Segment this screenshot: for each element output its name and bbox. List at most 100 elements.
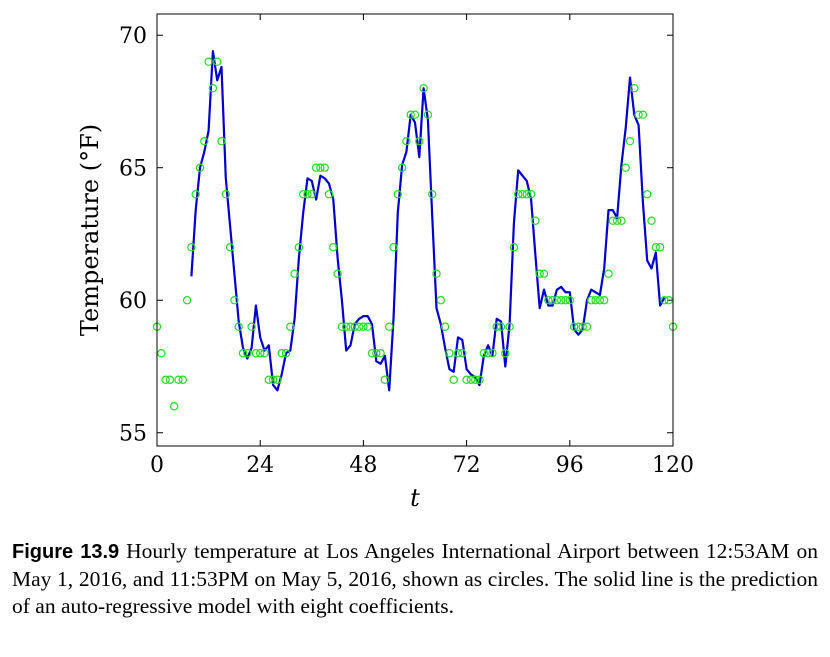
temperature-point bbox=[251, 349, 261, 358]
temperature-chart: 0 24 48 72 96 120 55 60 65 70 t Temperature (°F) bbox=[76, 13, 694, 512]
temperature-point bbox=[600, 296, 609, 305]
temperature-point bbox=[565, 296, 575, 305]
y-tick-label: 70 bbox=[119, 24, 147, 49]
temperature-point bbox=[256, 349, 265, 358]
y-axis-label: Temperature (°F) bbox=[76, 124, 104, 336]
series-line bbox=[190, 50, 666, 392]
temperature-point bbox=[389, 243, 398, 252]
temperature-point bbox=[638, 110, 648, 119]
x-tick-label: 24 bbox=[246, 453, 274, 478]
temperature-point bbox=[595, 296, 605, 305]
temperature-point bbox=[350, 322, 359, 331]
temperature-point bbox=[337, 322, 347, 331]
temperature-point bbox=[372, 349, 381, 358]
temperature-point bbox=[281, 349, 291, 358]
temperature-point bbox=[380, 375, 390, 384]
temperature-point bbox=[574, 322, 583, 331]
temperature-point bbox=[402, 137, 411, 146]
temperature-point bbox=[587, 296, 596, 305]
temperature-point bbox=[260, 349, 269, 358]
x-axis-label: t bbox=[410, 484, 420, 512]
temperature-point bbox=[195, 163, 205, 172]
temperature-point bbox=[294, 243, 304, 252]
x-tick-label: 120 bbox=[652, 453, 694, 478]
temperature-point bbox=[329, 243, 338, 252]
temperature-point bbox=[238, 349, 248, 358]
temperature-point bbox=[505, 322, 514, 331]
temperature-point bbox=[578, 322, 587, 331]
temperature-point bbox=[492, 322, 501, 331]
temperature-point bbox=[299, 190, 308, 199]
temperature-point bbox=[225, 243, 235, 252]
figure-label: Figure 13.9 bbox=[12, 541, 120, 563]
temperature-point bbox=[449, 375, 458, 384]
x-ticks: 0 24 48 72 96 120 bbox=[150, 14, 694, 478]
temperature-point bbox=[488, 349, 497, 358]
temperature-point bbox=[544, 296, 553, 305]
temperature-point bbox=[582, 322, 592, 331]
temperature-point bbox=[526, 190, 536, 199]
temperature-point bbox=[518, 190, 527, 199]
temperature-point bbox=[591, 296, 600, 305]
temperature-point bbox=[531, 216, 540, 225]
temperature-point bbox=[643, 190, 652, 199]
temperature-point bbox=[415, 137, 424, 146]
temperature-point bbox=[169, 402, 179, 411]
temperature-point bbox=[660, 296, 669, 305]
temperature-point bbox=[230, 296, 239, 305]
temperature-point bbox=[471, 375, 480, 384]
temperature-point bbox=[621, 163, 630, 172]
temperature-point bbox=[290, 269, 299, 278]
temperature-point bbox=[557, 296, 566, 305]
temperature-point bbox=[432, 269, 441, 278]
temperature-point bbox=[165, 375, 175, 384]
temperature-point bbox=[428, 190, 437, 199]
temperature-point bbox=[204, 57, 213, 66]
temperature-point bbox=[397, 163, 407, 172]
temperature-point bbox=[453, 349, 463, 358]
temperature-point bbox=[514, 190, 523, 199]
temperature-point bbox=[612, 216, 622, 225]
temperature-point bbox=[630, 84, 639, 93]
plot-frame bbox=[156, 13, 674, 447]
temperature-point bbox=[604, 269, 613, 278]
temperature-point bbox=[647, 216, 656, 225]
temperature-point bbox=[324, 190, 334, 199]
temperature-point bbox=[419, 84, 428, 93]
temperature-point bbox=[217, 137, 226, 146]
temperature-point bbox=[385, 322, 394, 331]
temperature-point bbox=[445, 349, 454, 358]
temperature-point bbox=[234, 322, 243, 331]
y-tick-label: 65 bbox=[119, 157, 147, 182]
temperature-point bbox=[548, 296, 557, 305]
temperature-point bbox=[496, 322, 506, 331]
temperature-point bbox=[212, 57, 222, 66]
temperature-point bbox=[539, 269, 549, 278]
temperature-point bbox=[376, 349, 385, 358]
temperature-point bbox=[268, 375, 278, 384]
temperature-point bbox=[303, 190, 312, 199]
temperature-point bbox=[462, 375, 471, 384]
temperature-point bbox=[247, 322, 256, 331]
temperature-point bbox=[479, 349, 488, 358]
temperature-point bbox=[569, 322, 579, 331]
x-tick-label: 48 bbox=[349, 453, 377, 478]
temperature-point bbox=[608, 216, 618, 225]
y-ticks: 55 60 65 70 bbox=[119, 24, 673, 447]
y-tick-label: 55 bbox=[119, 422, 147, 447]
temperature-point bbox=[273, 375, 282, 384]
x-tick-label: 96 bbox=[556, 453, 584, 478]
temperature-point bbox=[182, 296, 192, 305]
temperature-point bbox=[393, 190, 402, 199]
temperature-point bbox=[436, 296, 445, 305]
temperature-point bbox=[651, 243, 661, 252]
temperature-point bbox=[655, 243, 665, 252]
temperature-point bbox=[509, 243, 519, 252]
temperature-point bbox=[552, 296, 562, 305]
temperature-point bbox=[320, 163, 329, 172]
temperature-point bbox=[625, 137, 635, 146]
temperature-point bbox=[342, 322, 351, 331]
temperature-point bbox=[187, 243, 196, 252]
x-tick-label: 0 bbox=[150, 453, 164, 478]
temperature-point bbox=[243, 349, 252, 358]
